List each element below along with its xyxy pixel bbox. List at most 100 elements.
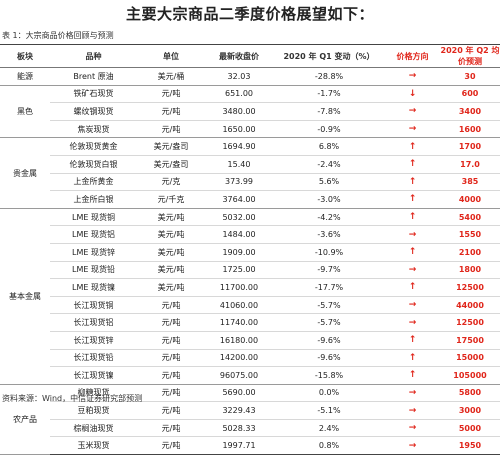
forecast-cell: 5400 xyxy=(440,208,500,227)
forecast-cell: 1700 xyxy=(440,137,500,156)
table-row: 能源 Brent 原油 美元/桶 32.03 -28.8% → 30 xyxy=(0,67,500,86)
arrow-right-icon: → xyxy=(385,313,440,332)
table-row: 螺纹钢现货 元/吨 3480.00 -7.8% → 3400 xyxy=(0,102,500,121)
unit-cell: 美元/吨 xyxy=(137,261,205,280)
header-sector: 板块 xyxy=(0,44,50,68)
table-row: LME 现货锌 美元/吨 1909.00 -10.9% ↑ 2100 xyxy=(0,243,500,262)
sector-cell: 贵金属 xyxy=(0,137,50,209)
variety-cell: LME 现货铝 xyxy=(50,225,137,244)
change-cell: 5.6% xyxy=(273,173,385,192)
unit-cell: 元/吨 xyxy=(137,102,205,121)
change-cell: -3.0% xyxy=(273,190,385,209)
table-row: 上金所白银 元/千克 3764.00 -3.0% ↑ 4000 xyxy=(0,190,500,209)
variety-cell: 伦敦现货黄金 xyxy=(50,137,137,156)
price-cell: 1484.00 xyxy=(205,225,273,244)
arrow-right-icon: → xyxy=(385,401,440,420)
forecast-cell: 17500 xyxy=(440,331,500,350)
unit-cell: 美元/吨 xyxy=(137,278,205,297)
variety-cell: 豆粕现货 xyxy=(50,401,137,420)
variety-cell: 上金所黄金 xyxy=(50,173,137,192)
table-row: 上金所黄金 元/克 373.99 5.6% ↑ 385 xyxy=(0,173,500,192)
price-cell: 16180.00 xyxy=(205,331,273,350)
change-cell: -7.8% xyxy=(273,102,385,121)
forecast-cell: 5000 xyxy=(440,419,500,438)
price-cell: 11700.00 xyxy=(205,278,273,297)
header-q2-forecast: 2020 年 Q2 均价预测 xyxy=(440,44,500,68)
forecast-cell: 44000 xyxy=(440,296,500,315)
forecast-cell: 5800 xyxy=(440,384,500,403)
forecast-cell: 1800 xyxy=(440,261,500,280)
table-row: LME 现货铅 美元/吨 1725.00 -9.7% → 1800 xyxy=(0,261,500,280)
arrow-up-icon: ↑ xyxy=(385,173,440,192)
forecast-cell: 1600 xyxy=(440,120,500,139)
change-cell: -5.1% xyxy=(273,401,385,420)
arrow-up-icon: ↑ xyxy=(385,243,440,262)
table-row: 贵金属 伦敦现货黄金 美元/盎司 1694.90 6.8% ↑ 1700 xyxy=(0,137,500,209)
sector-cell: 黑色 xyxy=(0,85,50,139)
sector-cell: 能源 xyxy=(0,67,50,86)
change-cell: -15.8% xyxy=(273,366,385,385)
arrow-up-icon: ↑ xyxy=(385,366,440,385)
change-cell: -4.2% xyxy=(273,208,385,227)
arrow-up-icon: ↑ xyxy=(385,155,440,174)
table-row: LME 现货镍 美元/吨 11700.00 -17.7% ↑ 12500 xyxy=(0,278,500,297)
variety-cell: 焦炭现货 xyxy=(50,120,137,139)
price-cell: 1650.00 xyxy=(205,120,273,139)
variety-cell: 上金所白银 xyxy=(50,190,137,209)
price-cell: 1694.90 xyxy=(205,137,273,156)
arrow-right-icon: → xyxy=(385,296,440,315)
variety-cell: Brent 原油 xyxy=(50,67,137,86)
unit-cell: 美元/吨 xyxy=(137,243,205,262)
variety-cell: 伦敦现货白银 xyxy=(50,155,137,174)
unit-cell: 元/吨 xyxy=(137,296,205,315)
unit-cell: 元/吨 xyxy=(137,436,205,455)
forecast-cell: 1950 xyxy=(440,436,500,455)
arrow-right-icon: → xyxy=(385,384,440,403)
variety-cell: 柳糖现货 xyxy=(50,384,137,403)
arrow-up-icon: ↑ xyxy=(385,137,440,156)
table-row: 长江现货镍 元/吨 96075.00 -15.8% ↑ 105000 xyxy=(0,366,500,385)
change-cell: 6.8% xyxy=(273,137,385,156)
arrow-right-icon: → xyxy=(385,102,440,121)
price-cell: 1997.71 xyxy=(205,436,273,455)
forecast-cell: 600 xyxy=(440,85,500,104)
price-cell: 32.03 xyxy=(205,67,273,86)
arrow-right-icon: → xyxy=(385,120,440,139)
variety-cell: 长江现货铅 xyxy=(50,349,137,368)
change-cell: -0.9% xyxy=(273,120,385,139)
unit-cell: 元/吨 xyxy=(137,120,205,139)
arrow-right-icon: → xyxy=(385,67,440,86)
arrow-up-icon: ↑ xyxy=(385,278,440,297)
header-q1-change: 2020 年 Q1 变动（%） xyxy=(273,44,385,68)
arrow-right-icon: → xyxy=(385,419,440,438)
table-row: 基本金属 LME 现货铜 美元/吨 5032.00 -4.2% ↑ 5400 xyxy=(0,208,500,385)
price-cell: 1725.00 xyxy=(205,261,273,280)
forecast-cell: 15000 xyxy=(440,349,500,368)
variety-cell: 长江现货铜 xyxy=(50,296,137,315)
change-cell: -9.6% xyxy=(273,349,385,368)
unit-cell: 美元/桶 xyxy=(137,67,205,86)
unit-cell: 元/吨 xyxy=(137,331,205,350)
unit-cell: 美元/盎司 xyxy=(137,155,205,174)
change-cell: -5.7% xyxy=(273,296,385,315)
change-cell: 2.4% xyxy=(273,419,385,438)
variety-cell: 螺纹钢现货 xyxy=(50,102,137,121)
variety-cell: LME 现货镍 xyxy=(50,278,137,297)
change-cell: -5.7% xyxy=(273,313,385,332)
table-row: 长江现货锌 元/吨 16180.00 -9.6% ↑ 17500 xyxy=(0,331,500,350)
change-cell: -17.7% xyxy=(273,278,385,297)
unit-cell: 元/吨 xyxy=(137,384,205,403)
variety-cell: 玉米现货 xyxy=(50,436,137,455)
arrow-up-icon: ↑ xyxy=(385,208,440,227)
forecast-cell: 1550 xyxy=(440,225,500,244)
price-cell: 3764.00 xyxy=(205,190,273,209)
change-cell: -3.6% xyxy=(273,225,385,244)
arrow-down-icon: ↓ xyxy=(385,85,440,104)
price-cell: 1909.00 xyxy=(205,243,273,262)
unit-cell: 元/吨 xyxy=(137,85,205,104)
unit-cell: 元/吨 xyxy=(137,349,205,368)
price-cell: 5028.33 xyxy=(205,419,273,438)
change-cell: -2.4% xyxy=(273,155,385,174)
page-title: 主要大宗商品二季度价格展望如下： xyxy=(125,5,374,23)
commodity-price-table: 板块 品种 单位 最新收盘价 2020 年 Q1 变动（%） 价格方向 2020… xyxy=(0,44,500,455)
